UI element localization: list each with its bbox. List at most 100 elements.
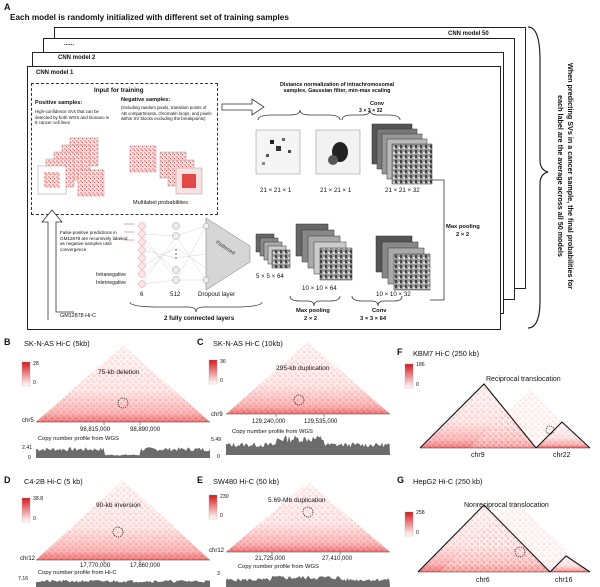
panel-f-cmin: 0	[416, 382, 419, 388]
panel-b-tmin: 0	[28, 455, 31, 461]
flattened-wedge	[205, 217, 251, 291]
input-box	[31, 83, 218, 215]
gm12878-label: GM12878 Hi-C	[60, 313, 96, 319]
side-brace	[527, 26, 549, 329]
panel-d-tmax: 7.16	[18, 576, 29, 582]
panel-g-cmax: 258	[416, 510, 425, 516]
copy-number-track-d	[36, 579, 210, 587]
panel-c-tmin: 0	[217, 454, 220, 460]
maxpool2-dim: 2 × 2	[304, 316, 318, 322]
dim-5x5x64: 5 × 5 × 64	[256, 273, 284, 280]
maxpool1-dim: 2 × 2	[456, 232, 470, 238]
copy-number-track-c	[226, 435, 390, 455]
panel-letter-g: G	[397, 475, 405, 485]
panel-f-chr-b: chr22	[553, 452, 571, 459]
panel-d-track-label: Copy number profile from Hi-C	[38, 570, 117, 576]
panel-b-title: SK-N-AS Hi-C (5kb)	[24, 339, 90, 348]
panel-e-track-label: Copy number profile from WGS	[238, 564, 319, 570]
panel-d-x2: 17,860,000	[130, 563, 161, 569]
panel-c-title: SK-N-AS Hi-C (10kb)	[213, 339, 283, 348]
panel-b-track-label: Copy number profile from WGS	[38, 436, 119, 442]
dim-10x10x32: 10 × 10 × 32	[376, 291, 411, 298]
fc-label: 2 fully connected layers	[164, 315, 235, 322]
dim-label-2: 21 × 21 × 1	[320, 187, 352, 194]
dim-10x10x64: 10 × 10 × 64	[302, 285, 337, 292]
panel-c-track-label: Copy number profile from WGS	[232, 429, 313, 435]
arrow-up-icon	[41, 209, 74, 320]
panel-b-event: 75-kb deletion	[98, 369, 140, 376]
panel-b-tmax: 2.41	[22, 445, 33, 451]
panel-e-chr: chr12	[209, 548, 225, 554]
panel-b-graphics	[21, 345, 210, 458]
conv1-label: Conv	[370, 101, 384, 107]
panel-g-graphics	[404, 500, 591, 573]
panel-c-x1: 129,240,000	[252, 419, 286, 425]
panel-d-title: C4-2B Hi-C (5 kb)	[24, 477, 83, 486]
norm-text: Distance normalization of intrachromosom…	[279, 82, 395, 95]
panel-g-chr-a: chr6	[476, 577, 490, 584]
panel-letter-a: A	[4, 2, 11, 12]
panel-letter-f: F	[397, 347, 403, 357]
node-count-512: 512	[170, 291, 181, 298]
panel-b-cmax: 28	[33, 361, 39, 367]
panel-b-x2: 98,890,000	[130, 427, 161, 433]
panel-d-cmin: 0	[33, 516, 36, 522]
panel-b-chr: chr5	[22, 418, 34, 424]
colorbar-e	[208, 494, 218, 520]
panel-b-cmin: 0	[33, 380, 36, 386]
panel-g-event: Nonreciprocal translocation	[464, 502, 549, 509]
panel-letter-b: B	[4, 337, 11, 347]
colorbar-c	[208, 359, 218, 385]
input-title: Input for training	[94, 87, 144, 94]
conv2-dim: 3 × 3 × 64	[360, 316, 387, 322]
panel-b-x1: 98,815,000	[80, 427, 111, 433]
panel-c-tmax: 5.49	[211, 437, 222, 443]
tile-raw	[255, 129, 301, 175]
dim-label-3: 21 × 21 × 32	[385, 187, 420, 194]
panel-e-x2: 27,410,000	[322, 556, 353, 562]
panel-c-chr: chr9	[211, 412, 223, 418]
sv-marker-f	[545, 425, 555, 435]
copy-number-track-b	[36, 447, 210, 458]
cnn-model-2-label: CNN model 2	[58, 55, 96, 61]
dim-label-1: 21 × 21 × 1	[260, 187, 292, 194]
colorbar-g	[404, 511, 414, 537]
panel-e-title: SW480 Hi-C (50 kb)	[213, 477, 280, 486]
pool-5x5x64-stack	[255, 233, 291, 269]
sv-marker-c	[293, 394, 305, 406]
panel-c-graphics	[208, 342, 390, 455]
conv1-dim: 3 × 3 × 32	[359, 108, 383, 114]
panel-letter-e: E	[197, 475, 204, 485]
colorbar-f	[404, 363, 414, 389]
panel-d-chr: chr12	[20, 556, 36, 562]
fully-connected-layers	[138, 222, 210, 288]
panel-f-event: Reciprocal translocation	[486, 376, 561, 383]
node-count-6: 6	[140, 291, 144, 298]
conv-10x10x32-stack	[375, 235, 431, 291]
cnn-model-dots: ......	[64, 41, 75, 47]
panel-d-cmax: 38.8	[33, 496, 44, 502]
intranegative-label: Intranegative	[96, 272, 126, 278]
positive-sample-stack	[37, 137, 105, 197]
panel-e-event: 5.69-Mb duplication	[268, 497, 326, 504]
panel-c-event: 295-kb duplication	[276, 365, 330, 372]
sv-marker-b	[117, 397, 129, 409]
panel-f-cmax: 186	[416, 362, 425, 368]
maxpool1-label: Max pooling	[446, 224, 480, 230]
panel-f-title: KBM7 Hi-C (250 kb)	[413, 349, 480, 358]
panel-e-x1: 21,725,000	[255, 556, 286, 562]
panel-c-cmin: 0	[220, 378, 223, 384]
panel-g-title: HepG2 Hi-C (250 kb)	[413, 477, 483, 486]
panel-c-cmax: 36	[220, 359, 226, 365]
maxpool2-label: Max pooling	[296, 308, 330, 314]
conv2-label: Conv	[372, 308, 387, 314]
panel-f-chr-a: chr9	[471, 452, 485, 459]
arrow-right-icon	[221, 98, 265, 116]
sv-marker-e	[302, 506, 314, 518]
panel-letter-d: D	[4, 475, 11, 485]
negative-sample-stack	[129, 145, 203, 195]
copy-number-track-e	[226, 575, 390, 587]
negative-desc: (including random pixels, transition poi…	[121, 105, 212, 121]
